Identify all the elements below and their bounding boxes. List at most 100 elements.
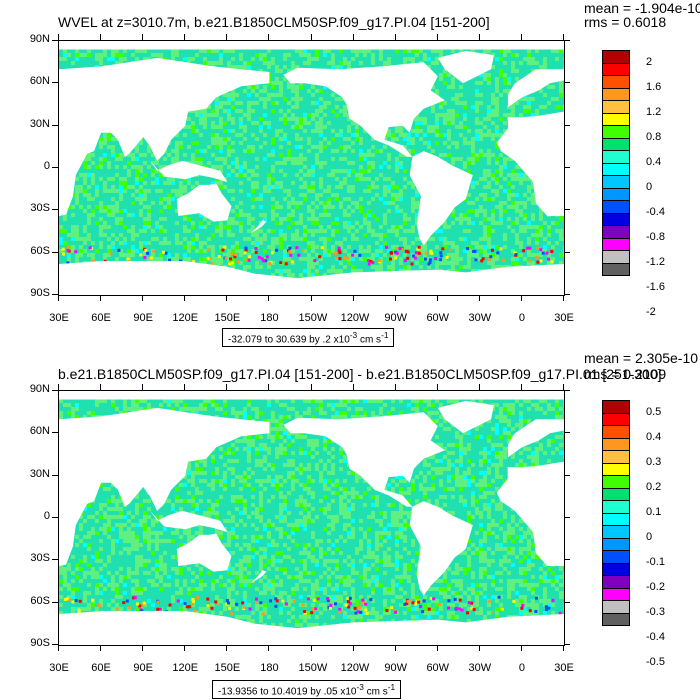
lon-tick-label: 30W: [468, 312, 492, 324]
lon-tick: [520, 34, 522, 40]
lon-tick: [58, 295, 59, 301]
lat-tick-label: 90S: [30, 637, 50, 649]
colorbar-label: 0.1: [646, 505, 662, 518]
lon-tick-label: 0: [518, 312, 525, 324]
lat-tick-label: 30S: [30, 202, 50, 215]
lon-tick-label: 180: [260, 662, 279, 674]
panel-title: WVEL at z=3010.7m, b.e21.B1850CLM50SP.f0…: [58, 14, 490, 30]
lat-tick-label: 30N: [29, 117, 50, 130]
lon-tick: [226, 295, 228, 301]
lon-tick: [352, 645, 354, 651]
mean-stat: mean = 2.305e-10: [584, 350, 699, 366]
colorbar-label: -0.3: [646, 605, 665, 618]
lat-tick: [52, 124, 58, 126]
lon-tick-label: 150W: [298, 662, 328, 674]
lon-tick: [310, 295, 312, 301]
colorbar-label: 0.4: [646, 430, 662, 443]
lon-tick: [520, 295, 522, 301]
lat-tick: [52, 474, 58, 476]
colorbar-swatch: [602, 500, 630, 514]
colorbar-swatch: [602, 550, 630, 564]
colorbar-swatch: [602, 150, 630, 164]
colorbar-swatch: [602, 450, 630, 464]
lon-tick: [142, 645, 144, 651]
range-units: cm s: [363, 686, 388, 698]
lon-tick-label: 90W: [384, 662, 407, 674]
lon-tick: [58, 34, 59, 40]
lon-tick: [478, 384, 480, 390]
map-plot: [58, 40, 565, 296]
lon-tick-label: 30E: [554, 662, 574, 674]
colorbar-swatch: [602, 200, 630, 214]
lon-tick: [142, 295, 144, 301]
lon-tick: [436, 384, 438, 390]
colorbar-swatch: [602, 137, 630, 151]
lat-tick: [52, 40, 58, 41]
colorbar-label: 0.4: [646, 155, 662, 168]
colorbar-label: -0.1: [646, 555, 665, 568]
colorbar-swatch: [602, 62, 630, 76]
lon-tick-label: 30E: [49, 662, 69, 674]
colorbar-swatch: [602, 512, 630, 526]
lat-tick: [564, 601, 570, 603]
colorbar-label: 1.2: [646, 105, 662, 118]
lon-tick: [268, 34, 270, 40]
range-units-exponent: -1: [387, 682, 396, 692]
lat-tick: [564, 209, 570, 211]
lon-tick: [226, 384, 228, 390]
lat-tick-label: 60N: [29, 425, 50, 438]
lat-tick: [52, 601, 58, 603]
colorbar-label: -0.2: [646, 580, 665, 593]
range-box: -13.9356 to 10.4019 by .05 x10-3 cm s-1: [212, 680, 402, 700]
lon-tick-label: 120E: [172, 662, 199, 674]
lon-tick: [436, 645, 438, 651]
lat-tick: [52, 432, 58, 434]
lon-tick: [268, 295, 270, 301]
lat-tick-label: 0: [43, 510, 50, 522]
colorbar-swatch: [602, 75, 630, 89]
colorbar-swatch: [602, 537, 630, 551]
extreme-values: [63, 595, 562, 616]
lon-tick: [478, 295, 480, 301]
colorbar-swatch: [602, 125, 630, 139]
colorbar-label: 0: [646, 530, 653, 543]
colorbar-swatch: [602, 50, 630, 64]
colorbar-swatch: [602, 612, 630, 626]
colorbar-swatch: [602, 475, 630, 489]
extreme-values: [61, 245, 554, 266]
colorbar-label: -1.6: [646, 280, 665, 293]
colorbar-swatch: [602, 175, 630, 189]
colorbar-label: -0.5: [646, 655, 665, 668]
lon-tick: [100, 34, 102, 40]
lon-tick: [100, 295, 102, 301]
lat-tick: [52, 251, 58, 253]
lat-tick-label: 0: [43, 160, 50, 172]
lat-tick-label: 30S: [30, 552, 50, 565]
colorbar-label: 0.3: [646, 455, 662, 468]
lon-tick: [394, 645, 396, 651]
lon-tick-label: 30E: [49, 312, 69, 324]
map-plot: [58, 390, 565, 646]
lat-tick-label: 30N: [29, 467, 50, 480]
lon-tick-label: 90W: [384, 312, 407, 324]
colorbar-swatch: [602, 212, 630, 226]
lat-tick: [564, 40, 570, 41]
lon-tick: [394, 384, 396, 390]
colorbar-label: 0.5: [646, 405, 662, 418]
lon-tick: [100, 645, 102, 651]
lon-tick: [563, 645, 564, 651]
lat-tick: [52, 559, 58, 561]
lon-tick-label: 120W: [340, 662, 370, 674]
lon-tick: [436, 34, 438, 40]
lon-tick: [58, 645, 59, 651]
colorbar-swatch: [602, 437, 630, 451]
colorbar-swatch: [602, 87, 630, 101]
colorbar-swatch: [602, 562, 630, 576]
lat-tick: [564, 474, 570, 476]
colorbar-swatch: [602, 187, 630, 201]
bottom-panel: b.e21.B1850CLM50SP.f09_g17.PI.04 [151-20…: [0, 350, 700, 700]
lon-tick: [142, 384, 144, 390]
colorbar-swatch: [602, 412, 630, 426]
lon-tick: [310, 34, 312, 40]
colorbar-swatch: [602, 250, 630, 264]
